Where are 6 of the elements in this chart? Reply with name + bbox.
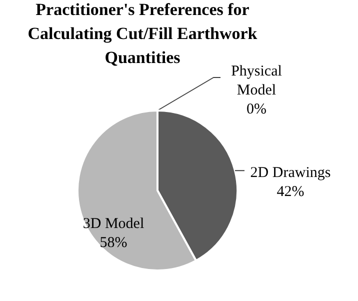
category-label: Physical Model	[231, 64, 282, 98]
data-label: 42%	[276, 184, 304, 200]
text: 0%	[246, 102, 266, 118]
slice-label: 2D Drawings	[250, 165, 331, 181]
data-label: 58%	[100, 235, 128, 251]
slice-label: 3D Model	[82, 216, 144, 232]
